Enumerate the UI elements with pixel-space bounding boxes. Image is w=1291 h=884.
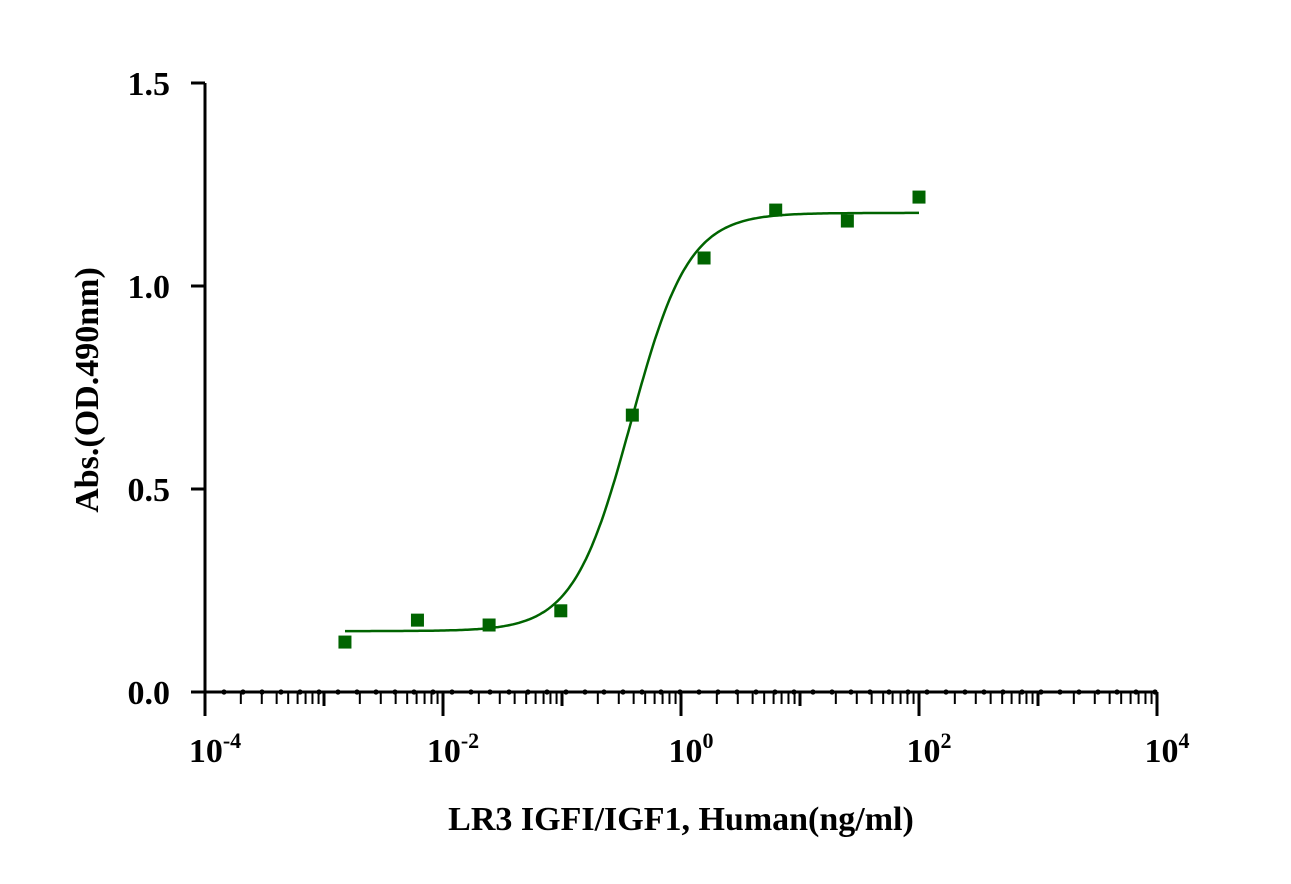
axis-dot xyxy=(620,689,626,695)
y-tick-label: 0.0 xyxy=(128,675,171,712)
axis-dot xyxy=(734,689,740,695)
axis-dot xyxy=(278,689,284,695)
axis-dot xyxy=(316,689,322,695)
x-tick-label: 10-2 xyxy=(427,728,479,770)
axis-dot xyxy=(696,689,702,695)
data-point xyxy=(482,618,496,632)
axis-dot xyxy=(943,689,949,695)
y-tick-labels: 0.0 0.5 1.0 1.5 xyxy=(128,66,171,712)
data-points xyxy=(338,190,926,649)
axis-dot xyxy=(924,689,930,695)
axis-dot xyxy=(677,689,683,695)
axes xyxy=(191,81,1159,716)
axis-dot xyxy=(392,689,398,695)
axis-dot xyxy=(791,689,797,695)
axis-dot xyxy=(506,689,512,695)
data-point xyxy=(625,408,639,422)
x-tick-label: 10-4 xyxy=(189,728,241,770)
axis-dot xyxy=(1057,689,1063,695)
axis-dot xyxy=(1038,689,1044,695)
x-tick-label: 104 xyxy=(1145,728,1190,770)
axis-dot xyxy=(411,689,417,695)
x-axis-title: LR3 IGFI/IGF1, Human(ng/ml) xyxy=(448,801,914,838)
x-tick-label: 100 xyxy=(669,728,714,770)
axis-dot xyxy=(582,689,588,695)
axis-dot xyxy=(867,689,873,695)
data-point xyxy=(554,604,568,618)
data-point xyxy=(410,613,424,627)
axis-dot xyxy=(1152,689,1158,695)
axis-dot xyxy=(525,689,531,695)
axis-dot xyxy=(259,689,265,695)
axis-dot xyxy=(1133,689,1139,695)
axis-dot xyxy=(354,689,360,695)
axis-dot xyxy=(962,689,968,695)
axis-dot xyxy=(886,689,892,695)
axis-dot xyxy=(487,689,493,695)
axis-dot xyxy=(221,689,227,695)
y-tick-label: 0.5 xyxy=(128,472,171,509)
data-point xyxy=(912,190,926,204)
axis-dot xyxy=(1095,689,1101,695)
axis-dot xyxy=(468,689,474,695)
axis-dot xyxy=(639,689,645,695)
x-tick-label: 102 xyxy=(907,728,952,770)
x-tick-labels: 10-4 10-2 100 102 104 xyxy=(189,728,1190,770)
axis-dot xyxy=(905,689,911,695)
axis-dot xyxy=(373,689,379,695)
axis-dot xyxy=(715,689,721,695)
axis-dot xyxy=(848,689,854,695)
axis-dot xyxy=(658,689,664,695)
axis-dot xyxy=(772,689,778,695)
axis-dot xyxy=(810,689,816,695)
axis-dot xyxy=(829,689,835,695)
fit-curve xyxy=(345,211,919,633)
axis-dot xyxy=(430,689,436,695)
data-point xyxy=(769,203,783,217)
axis-dot xyxy=(544,689,550,695)
axis-dot xyxy=(1019,689,1025,695)
axis-dot xyxy=(335,689,341,695)
data-point xyxy=(697,251,711,265)
axis-dot xyxy=(240,689,246,695)
axis-dot xyxy=(563,689,569,695)
axis-dot xyxy=(297,689,303,695)
axis-dot xyxy=(981,689,987,695)
axis-dot xyxy=(601,689,607,695)
y-axis-title: Abs.(OD.490nm) xyxy=(69,267,106,513)
axis-dot xyxy=(449,689,455,695)
axis-dot xyxy=(1076,689,1082,695)
axis-dot xyxy=(753,689,759,695)
y-tick-label: 1.0 xyxy=(128,269,171,306)
data-point xyxy=(840,214,854,228)
axis-dot xyxy=(1114,689,1120,695)
data-point xyxy=(338,635,352,649)
axis-dot xyxy=(1000,689,1006,695)
y-tick-label: 1.5 xyxy=(128,66,171,103)
